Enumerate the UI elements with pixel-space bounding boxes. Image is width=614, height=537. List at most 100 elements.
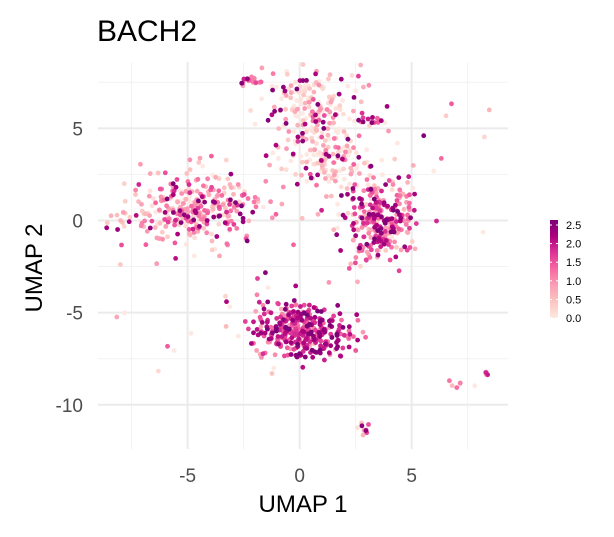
data-point [224, 209, 229, 215]
data-point [322, 341, 328, 347]
data-point [356, 154, 362, 160]
data-point [379, 230, 384, 236]
data-point [347, 331, 353, 337]
data-point [366, 230, 372, 236]
data-point [335, 201, 340, 207]
data-point [335, 225, 340, 231]
data-point [367, 255, 373, 260]
colorbar [550, 220, 558, 318]
data-point [174, 177, 180, 182]
data-point [317, 107, 323, 113]
data-point [234, 208, 240, 214]
data-point [288, 352, 294, 357]
data-point [338, 184, 344, 190]
data-point [351, 221, 356, 226]
data-point [335, 145, 341, 151]
data-point [355, 279, 360, 285]
data-point [300, 138, 306, 144]
data-point [121, 181, 127, 187]
data-point [405, 230, 411, 236]
data-point [350, 186, 356, 191]
data-point [383, 182, 388, 188]
data-point [186, 231, 192, 237]
data-point [326, 179, 332, 184]
data-point [310, 109, 315, 114]
data-point [304, 346, 310, 351]
data-point [199, 194, 205, 200]
data-point [412, 246, 418, 252]
data-point [355, 425, 360, 431]
data-point [306, 99, 312, 105]
data-point [308, 315, 313, 321]
data-point [118, 218, 123, 223]
data-point [288, 83, 294, 88]
data-point [308, 331, 314, 337]
data-point [250, 209, 256, 215]
data-point [447, 378, 452, 384]
data-point [301, 92, 306, 98]
data-point [265, 299, 271, 305]
data-point [283, 116, 289, 122]
data-point [334, 232, 340, 238]
data-point [412, 191, 417, 197]
data-point [304, 159, 310, 165]
data-point [217, 213, 223, 219]
data-point [153, 200, 159, 206]
data-point [249, 74, 255, 80]
data-point [375, 228, 381, 234]
data-point [269, 112, 275, 118]
data-point [352, 211, 358, 217]
data-point [354, 166, 360, 171]
data-point [347, 148, 353, 154]
data-point [240, 219, 246, 225]
data-point [346, 324, 352, 330]
data-point [265, 285, 271, 290]
data-point [276, 126, 282, 131]
data-point [392, 156, 398, 162]
data-point [300, 130, 305, 136]
data-point [311, 305, 317, 310]
data-point [335, 344, 340, 349]
data-point [384, 104, 390, 109]
data-point [333, 112, 338, 118]
data-point [234, 226, 240, 231]
data-point [341, 129, 347, 135]
data-point [323, 147, 329, 153]
data-point [410, 163, 416, 168]
data-point [268, 324, 274, 330]
data-point [359, 215, 365, 221]
data-point [104, 220, 110, 226]
data-point [122, 198, 128, 204]
data-point [300, 118, 306, 123]
data-point [324, 194, 329, 199]
data-point [206, 192, 212, 198]
data-point [351, 334, 356, 339]
data-point [309, 347, 315, 353]
data-point [300, 349, 306, 354]
data-point [352, 182, 358, 188]
data-point [217, 253, 222, 259]
data-point [273, 84, 279, 90]
data-point [143, 242, 149, 248]
data-point [363, 428, 369, 433]
data-point [173, 184, 179, 190]
data-point [303, 165, 309, 171]
data-point [364, 241, 370, 247]
data-point [321, 143, 326, 148]
data-point [249, 341, 254, 346]
data-point [397, 201, 402, 207]
data-point [338, 248, 343, 253]
data-point [326, 173, 331, 179]
data-point [121, 224, 127, 229]
data-point [402, 244, 408, 250]
data-point [259, 320, 265, 325]
data-point [362, 160, 367, 166]
data-point [291, 346, 297, 352]
data-point [162, 210, 168, 215]
data-point [273, 142, 279, 148]
data-points [104, 62, 492, 438]
data-point [259, 65, 265, 71]
data-point [370, 211, 376, 217]
data-point [120, 210, 126, 215]
data-point [409, 239, 415, 244]
